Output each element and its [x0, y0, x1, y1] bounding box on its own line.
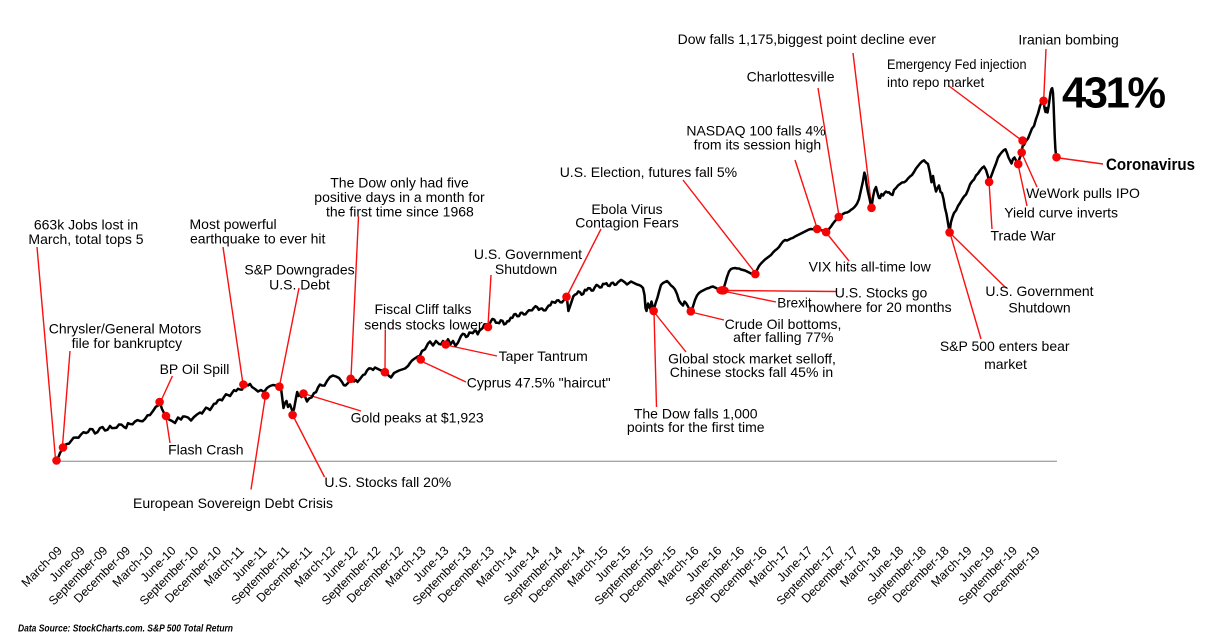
svg-text:positive days in a month for: positive days in a month for: [314, 189, 485, 205]
svg-text:BP Oil Spill: BP Oil Spill: [160, 361, 230, 377]
svg-text:nowhere for 20 months: nowhere for 20 months: [808, 299, 951, 315]
svg-text:European Sovereign Debt Crisis: European Sovereign Debt Crisis: [133, 495, 333, 511]
svg-text:The Dow falls 1,000: The Dow falls 1,000: [634, 405, 758, 421]
svg-text:U.S. Election, futures fall 5%: U.S. Election, futures fall 5%: [560, 164, 737, 180]
svg-text:431%: 431%: [1062, 70, 1165, 118]
svg-text:after falling 77%: after falling 77%: [733, 329, 833, 345]
svg-text:Coronavirus: Coronavirus: [1106, 155, 1195, 174]
svg-text:Yield curve inverts: Yield curve inverts: [1004, 205, 1118, 221]
svg-text:S&P Downgrades: S&P Downgrades: [244, 262, 354, 278]
svg-text:the first time since 1968: the first time since 1968: [326, 204, 474, 220]
svg-text:Shutdown: Shutdown: [1008, 300, 1070, 316]
svg-text:market: market: [984, 356, 1027, 372]
svg-text:Emergency Fed injection: Emergency Fed injection: [887, 56, 1027, 72]
svg-text:WeWork pulls IPO: WeWork pulls IPO: [1026, 185, 1140, 201]
svg-text:points for the first time: points for the first time: [627, 419, 765, 435]
svg-text:The Dow only had five: The Dow only had five: [330, 174, 469, 190]
svg-text:U.S. Government: U.S. Government: [474, 246, 582, 262]
svg-text:Iranian bombing: Iranian bombing: [1018, 31, 1118, 47]
svg-text:file for bankruptcy: file for bankruptcy: [72, 335, 183, 351]
svg-text:Chinese stocks fall 45% in: Chinese stocks fall 45% in: [670, 364, 833, 380]
svg-text:earthquake to ever hit: earthquake to ever hit: [190, 231, 326, 247]
svg-text:VIX hits all-time low: VIX hits all-time low: [809, 259, 932, 275]
svg-text:U.S. Government: U.S. Government: [985, 283, 1093, 299]
svg-text:Gold peaks at $1,923: Gold peaks at $1,923: [351, 410, 484, 426]
svg-text:U.S. Debt: U.S. Debt: [269, 276, 330, 292]
svg-text:Trade War: Trade War: [991, 228, 1056, 244]
svg-text:Cyprus 47.5% "haircut": Cyprus 47.5% "haircut": [467, 375, 611, 391]
svg-text:from its session high: from its session high: [694, 137, 822, 153]
svg-text:S&P 500 enters bear: S&P 500 enters bear: [940, 338, 1070, 354]
svg-text:Chrysler/General Motors: Chrysler/General Motors: [49, 321, 202, 337]
svg-text:Taper Tantrum: Taper Tantrum: [499, 348, 588, 364]
svg-text:Data Source: StockCharts.com.: Data Source: StockCharts.com. S&P 500 To…: [18, 624, 233, 635]
svg-text:Brexit: Brexit: [777, 294, 812, 310]
svg-text:Fiscal Cliff talks: Fiscal Cliff talks: [375, 301, 472, 317]
svg-text:NASDAQ 100 falls 4%: NASDAQ 100 falls 4%: [686, 123, 825, 139]
svg-text:Crude Oil bottoms,: Crude Oil bottoms,: [725, 316, 842, 332]
svg-text:U.S. Stocks fall 20%: U.S. Stocks fall 20%: [324, 474, 451, 490]
svg-text:Charlottesville: Charlottesville: [747, 68, 835, 84]
svg-text:Shutdown: Shutdown: [495, 261, 557, 277]
svg-text:into repo market: into repo market: [887, 74, 984, 90]
svg-text:March, total tops 5: March, total tops 5: [28, 231, 143, 247]
svg-text:Contagion Fears: Contagion Fears: [575, 215, 679, 231]
svg-text:Global stock market selloff,: Global stock market selloff,: [668, 350, 836, 366]
svg-text:Most powerful: Most powerful: [190, 216, 277, 232]
svg-text:Flash Crash: Flash Crash: [168, 441, 243, 457]
svg-text:663k Jobs lost in: 663k Jobs lost in: [34, 217, 138, 233]
svg-text:Ebola Virus: Ebola Virus: [591, 201, 662, 217]
svg-text:Dow falls 1,175,biggest point: Dow falls 1,175,biggest point decline ev…: [678, 31, 937, 47]
svg-text:sends stocks lower: sends stocks lower: [364, 316, 483, 332]
svg-text:U.S. Stocks go: U.S. Stocks go: [835, 285, 928, 301]
